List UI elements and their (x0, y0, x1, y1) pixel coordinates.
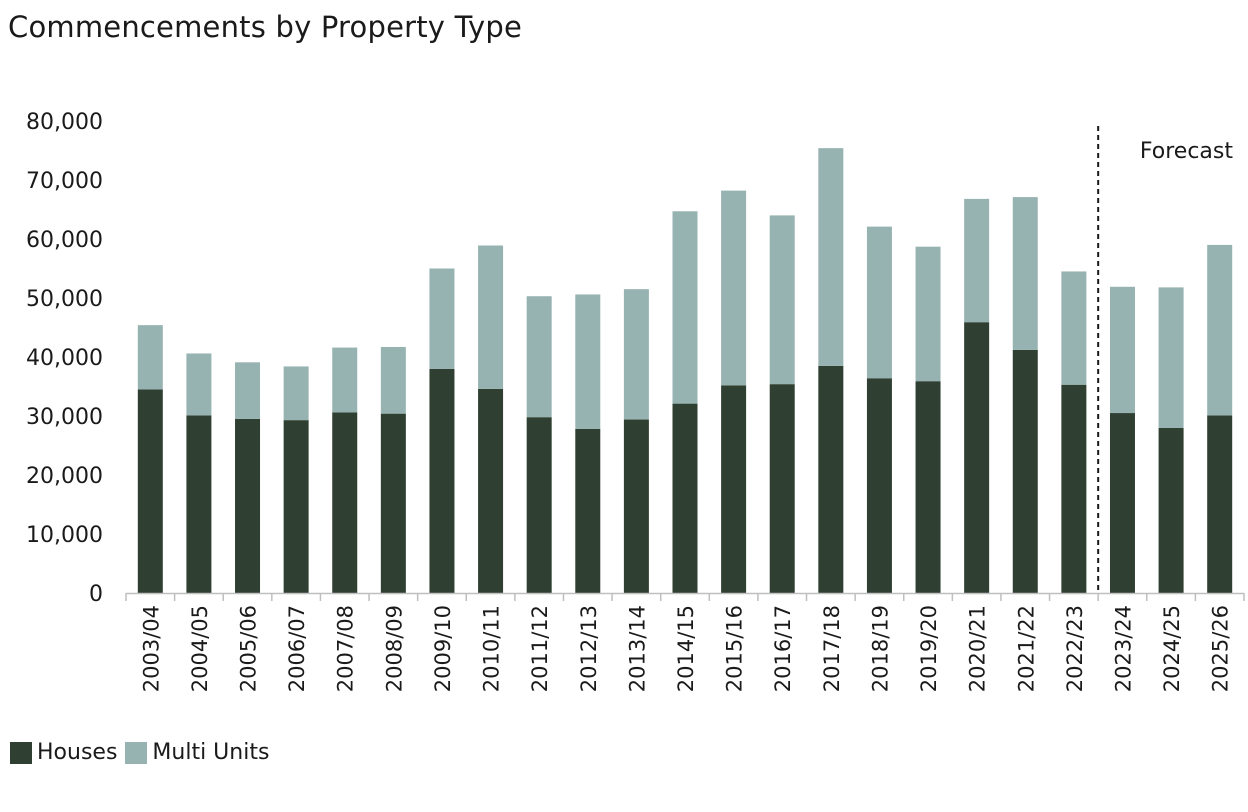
bar-houses-2005-06 (235, 418, 261, 593)
bar-houses-2013-14 (623, 419, 649, 593)
x-tick-label: 2004/05 (188, 605, 212, 692)
x-tick-label: 2010/11 (480, 605, 504, 692)
bar-multi-units-2021-22 (1012, 197, 1038, 350)
bar-multi-units-2005-06 (235, 362, 261, 419)
bar-houses-2024-25 (1158, 427, 1184, 593)
bar-houses-2023-24 (1109, 413, 1135, 593)
y-tick-label: 30,000 (26, 405, 103, 430)
x-tick-label: 2019/20 (917, 605, 941, 692)
y-axis: 0 10,000 20,000 30,000 40,000 50,000 60,000 70,… (26, 110, 103, 607)
bars (137, 148, 1233, 593)
bar-houses-2008-09 (380, 413, 406, 593)
bar-multi-units-2008-09 (380, 346, 406, 414)
bar-multi-units-2011-12 (526, 296, 552, 418)
x-tick-label: 2025/26 (1209, 605, 1233, 692)
bar-houses-2014-15 (672, 403, 698, 593)
bar-multi-units-2018-19 (866, 226, 892, 379)
forecast-marker: Forecast (1097, 126, 1233, 593)
legend-swatch-multi-units (125, 741, 148, 764)
bar-houses-2016-17 (769, 384, 795, 593)
bar-houses-2018-19 (866, 378, 892, 593)
legend: Houses Multi Units (10, 740, 277, 765)
bar-houses-2020-21 (964, 322, 990, 593)
x-tick-label: 2017/18 (820, 605, 844, 692)
bar-houses-2025-26 (1207, 415, 1233, 593)
legend-swatch-houses (10, 741, 32, 764)
bar-multi-units-2013-14 (623, 289, 649, 420)
bar-multi-units-2017-18 (818, 148, 844, 366)
bar-houses-2017-18 (818, 365, 844, 593)
bar-multi-units-2024-25 (1158, 287, 1184, 428)
bar-houses-2006-07 (283, 420, 309, 593)
x-tick-label: 2011/12 (528, 605, 552, 692)
bar-multi-units-2010-11 (478, 245, 504, 389)
bar-houses-2010-11 (478, 388, 504, 593)
legend-item-multi-units: Multi Units (125, 740, 269, 765)
y-tick-label: 20,000 (26, 464, 103, 489)
x-tick-label: 2015/16 (723, 605, 747, 692)
y-tick-label: 50,000 (26, 287, 103, 312)
x-tick-label: 2009/10 (431, 605, 455, 692)
x-tick-label: 2021/22 (1014, 605, 1038, 692)
chart-title: Commencements by Property Type (8, 10, 522, 44)
bar-multi-units-2006-07 (283, 366, 309, 421)
x-tick-label: 2013/14 (625, 605, 649, 692)
bar-multi-units-2020-21 (964, 198, 990, 323)
x-tick-label: 2016/17 (771, 605, 795, 692)
y-tick-label: 80,000 (26, 110, 103, 135)
legend-item-houses: Houses (10, 740, 117, 765)
bar-multi-units-2022-23 (1061, 271, 1087, 385)
bar-multi-units-2023-24 (1109, 286, 1135, 414)
bar-multi-units-2015-16 (721, 190, 747, 386)
x-tick-label: 2007/08 (334, 605, 358, 692)
x-tick-label: 2018/19 (868, 605, 892, 692)
bar-houses-2019-20 (915, 381, 941, 593)
x-tick-label: 2003/04 (139, 605, 163, 692)
bar-houses-2022-23 (1061, 384, 1087, 593)
y-tick-label: 70,000 (26, 169, 103, 194)
x-tick-label: 2006/07 (285, 605, 309, 692)
x-tick-label: 2024/25 (1160, 605, 1184, 692)
x-tick-label: 2023/24 (1111, 605, 1135, 692)
x-tick-label: 2022/23 (1063, 605, 1087, 692)
bar-houses-2003-04 (137, 389, 163, 593)
bar-multi-units-2025-26 (1207, 244, 1233, 416)
bar-houses-2004-05 (186, 415, 212, 593)
y-tick-label: 0 (89, 582, 103, 607)
bar-houses-2012-13 (575, 428, 601, 593)
bar-houses-2011-12 (526, 417, 552, 593)
y-tick-label: 40,000 (26, 346, 103, 371)
bar-multi-units-2016-17 (769, 215, 795, 385)
x-tick-label: 2020/21 (966, 605, 990, 692)
bar-houses-2009-10 (429, 368, 455, 593)
bar-houses-2021-22 (1012, 349, 1038, 593)
bar-multi-units-2012-13 (575, 294, 601, 429)
x-tick-label: 2005/06 (237, 605, 261, 692)
forecast-label: Forecast (1140, 139, 1233, 164)
bar-multi-units-2004-05 (186, 353, 212, 416)
x-tick-label: 2008/09 (382, 605, 406, 692)
x-axis: 2003/04 2004/05 2005/06 2006/07 2007/08 2008/… (125, 592, 1245, 692)
bar-multi-units-2007-08 (332, 347, 358, 413)
y-tick-label: 10,000 (26, 523, 103, 548)
bar-houses-2015-16 (721, 385, 747, 593)
bar-multi-units-2019-20 (915, 246, 941, 382)
bar-multi-units-2009-10 (429, 268, 455, 369)
x-tick-label: 2014/15 (674, 605, 698, 692)
legend-label-multi-units: Multi Units (152, 740, 270, 765)
bar-multi-units-2014-15 (672, 211, 698, 404)
y-tick-label: 60,000 (26, 228, 103, 253)
x-tick-label: 2012/13 (577, 605, 601, 692)
bar-multi-units-2003-04 (137, 325, 163, 390)
bar-houses-2007-08 (332, 412, 358, 593)
legend-label-houses: Houses (37, 740, 118, 765)
